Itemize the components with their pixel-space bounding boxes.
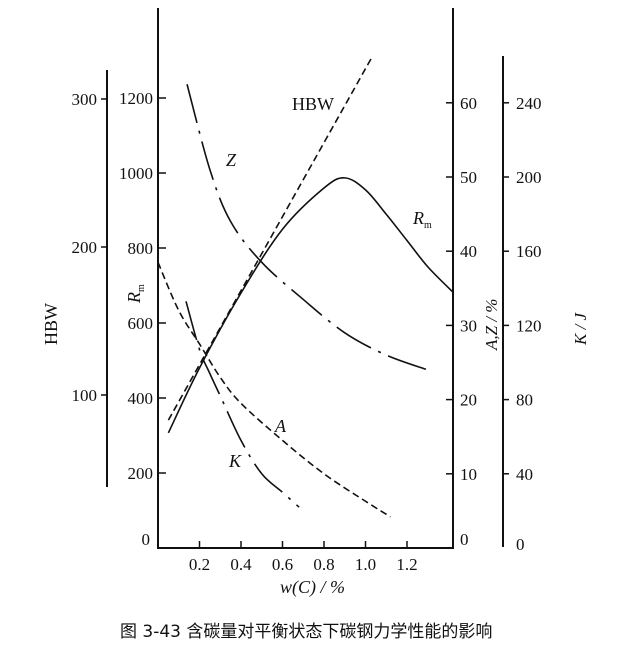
series-label-k: K [228,451,242,471]
az-tick-label: 10 [460,465,477,484]
rm-axis-subscript: m [136,284,147,292]
rm-tick-label: 200 [128,464,154,483]
rm-letter: R [412,208,424,228]
curve-z [186,84,429,371]
k-tick-label: 240 [516,94,542,113]
az-tick-label: 20 [460,391,477,410]
curve-k [185,301,300,508]
series-label-hbw: HBW [292,94,334,114]
k-tick-label: 160 [516,242,542,261]
k-tick-label: 80 [516,391,533,410]
axis-title-k: K / J [571,311,590,346]
axes: 0.2 0.4 0.6 0.8 1.0 1.20200400600800100012001… [72,8,542,574]
az-tick-label: 30 [460,316,477,335]
curves [157,57,454,518]
x-tick-label: 0.4 [230,555,252,574]
x-tick-label: 0.6 [272,555,293,574]
axis-title-az: A,Z / % [482,299,501,351]
az-tick-label: 60 [460,94,477,113]
rm-tick-label: 1000 [119,164,153,183]
rm-tick-label: 600 [128,314,154,333]
curve-hbw [167,57,373,421]
hbw-tick-label: 200 [72,238,98,257]
az-tick-label: 0 [460,530,469,549]
x-tick-label: 1.0 [355,555,376,574]
x-tick-label: 0.8 [313,555,334,574]
hbw-tick-label: 300 [72,90,98,109]
k-tick-label: 200 [516,168,542,187]
series-label-rm: Rm [412,208,432,231]
rm-tick-label: 800 [128,239,154,258]
k-tick-label: 0 [516,535,525,554]
rm-tick-label: 0 [142,530,151,549]
series-label-a: A [274,416,287,436]
figure-caption: 图 3-43 含碳量对平衡状态下碳钢力学性能的影响 [120,622,492,642]
series-label-z: Z [226,150,237,170]
az-tick-label: 40 [460,242,477,261]
axis-title-hbw: HBW [41,303,61,345]
rm-axis-letter: R [124,292,144,304]
x-axis-title: w(C) / % [280,577,345,598]
axis-title-rm: Rm [124,284,147,304]
curve-rm [167,177,454,434]
rm-tick-label: 400 [128,389,154,408]
hbw-tick-label: 100 [72,386,98,405]
rm-subscript: m [424,220,432,231]
k-tick-label: 40 [516,465,533,484]
x-tick-label: 1.2 [396,555,417,574]
az-tick-label: 50 [460,168,477,187]
rm-tick-label: 1200 [119,89,153,108]
k-tick-label: 120 [516,316,542,335]
curve-a [157,262,391,518]
x-tick-label: 0.2 [189,555,210,574]
